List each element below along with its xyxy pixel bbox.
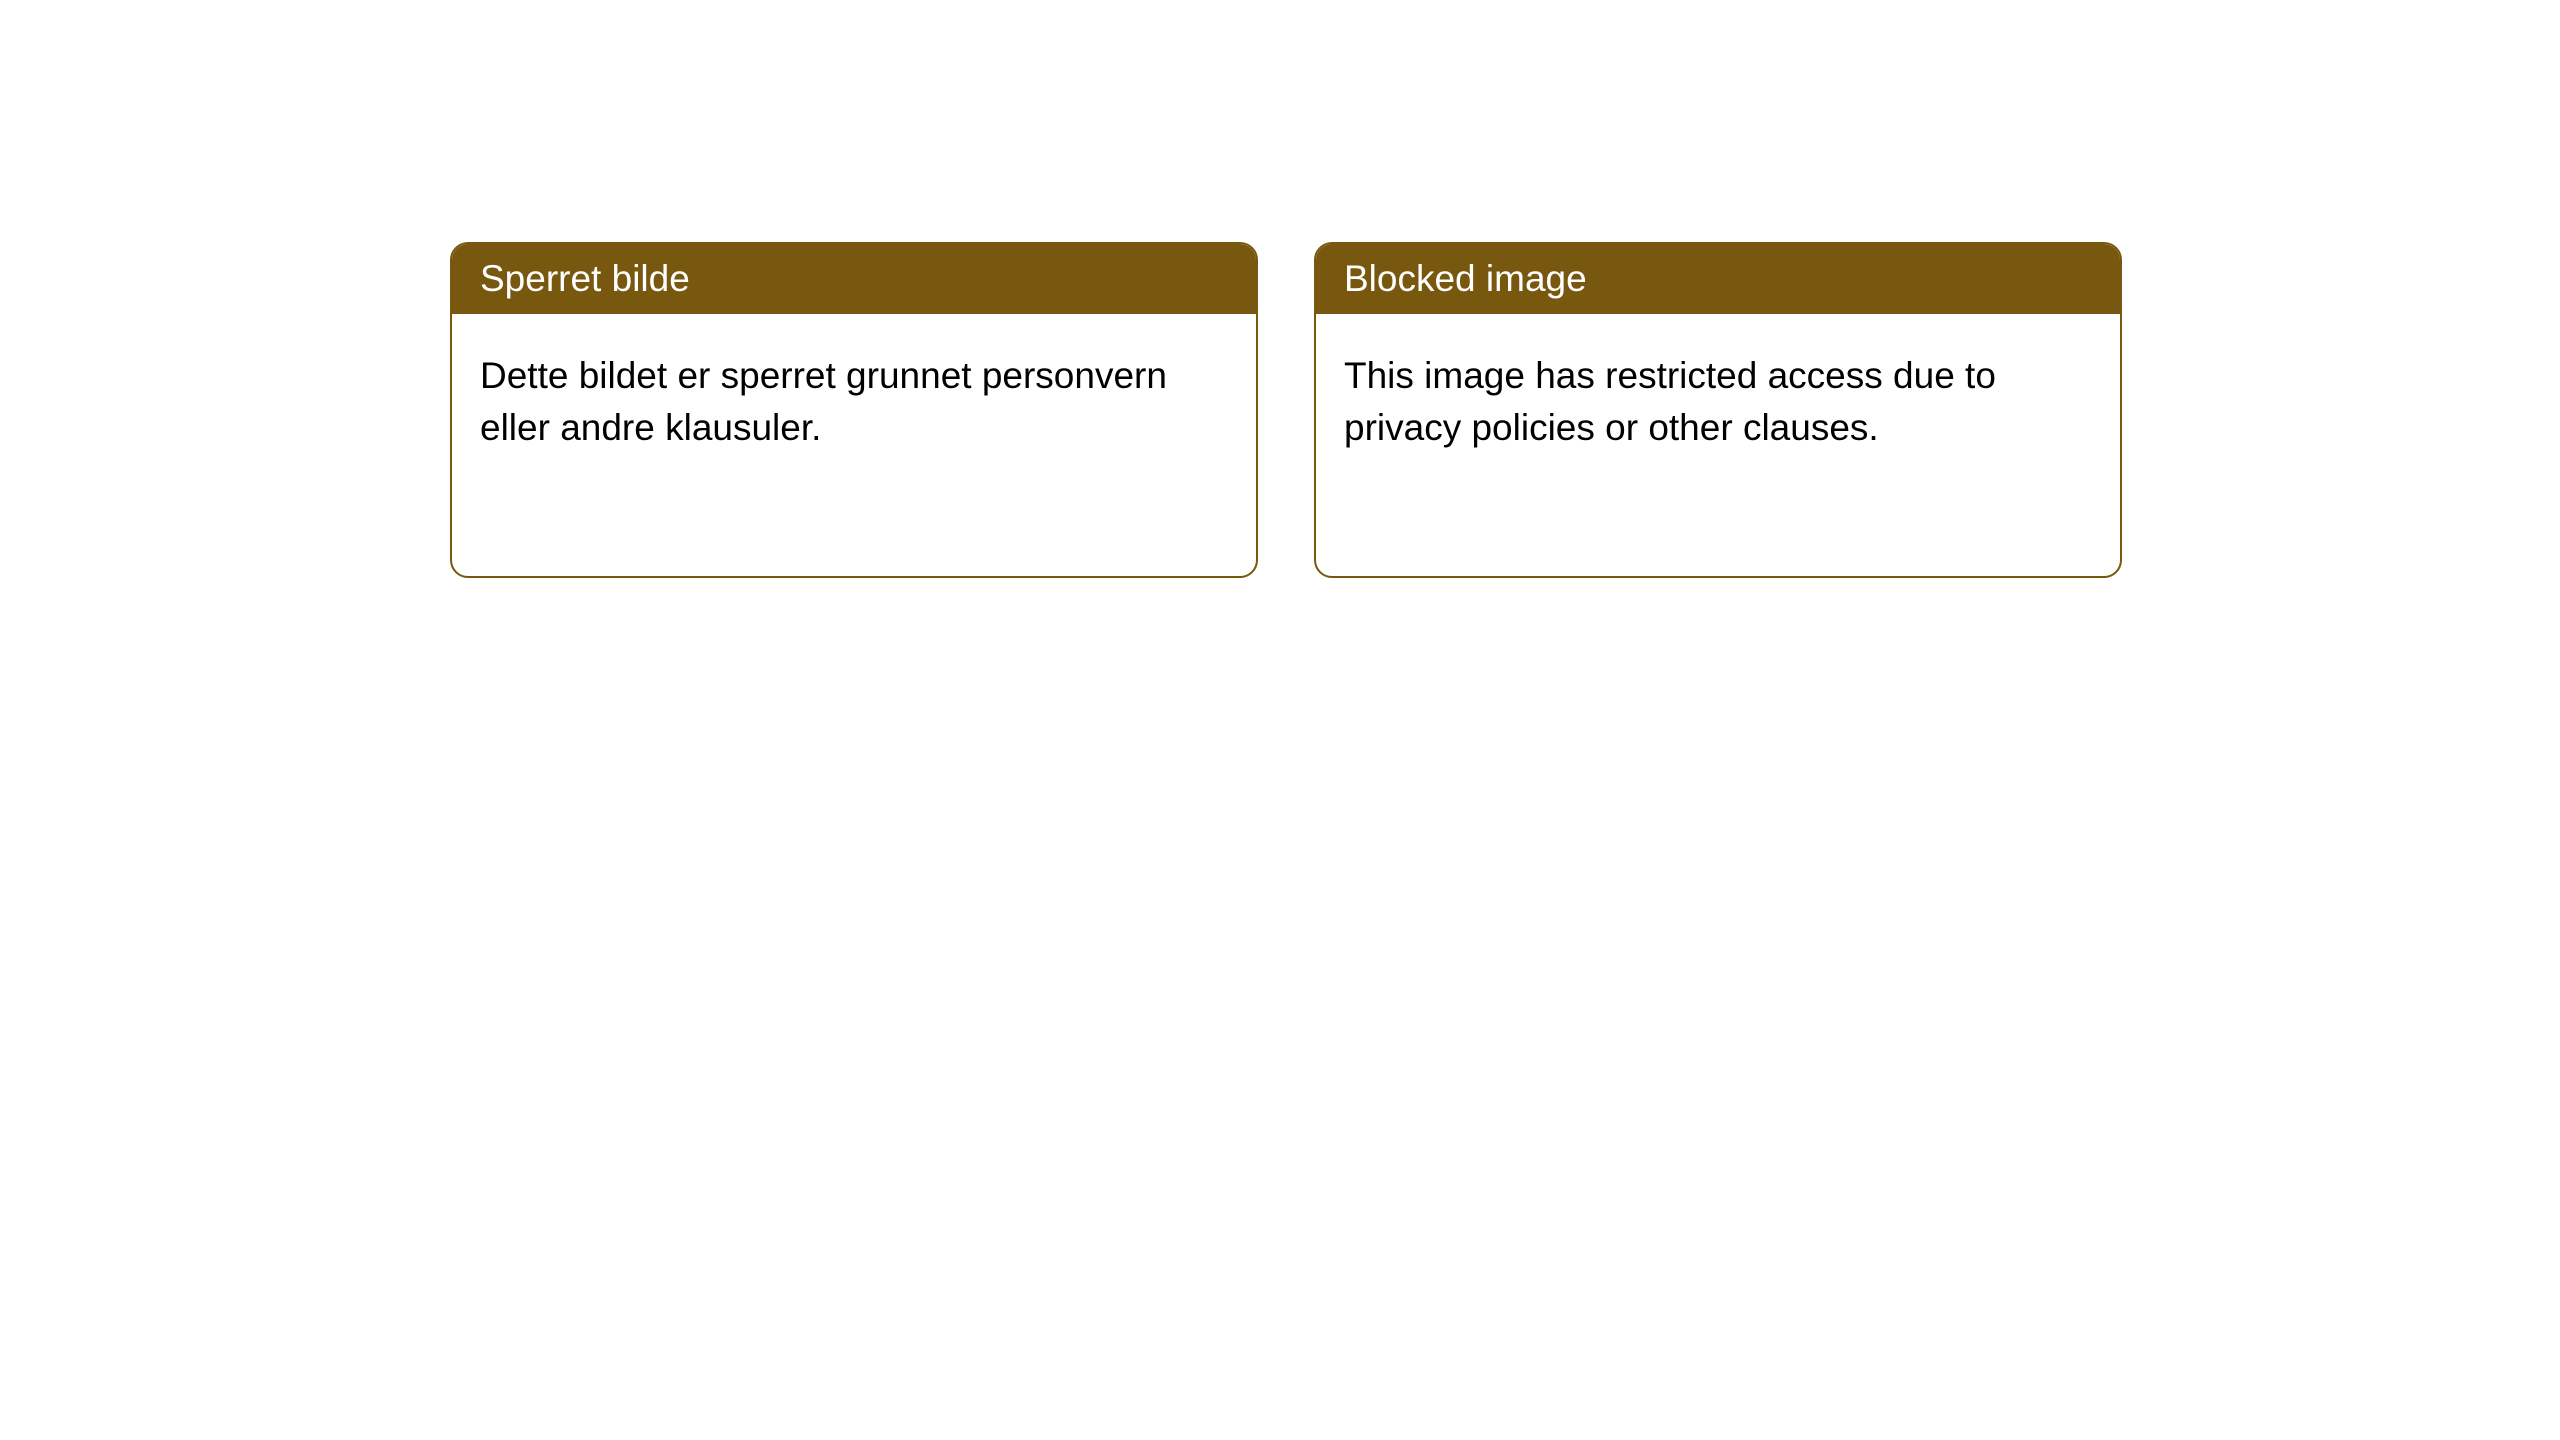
notice-card-nb-body: Dette bildet er sperret grunnet personve… [452,314,1256,490]
notice-card-nb-title: Sperret bilde [452,244,1256,314]
notice-card-en: Blocked image This image has restricted … [1314,242,2122,578]
notice-card-en-body: This image has restricted access due to … [1316,314,2120,490]
notice-container: Sperret bilde Dette bildet er sperret gr… [450,242,2122,578]
notice-card-nb: Sperret bilde Dette bildet er sperret gr… [450,242,1258,578]
notice-card-en-title: Blocked image [1316,244,2120,314]
